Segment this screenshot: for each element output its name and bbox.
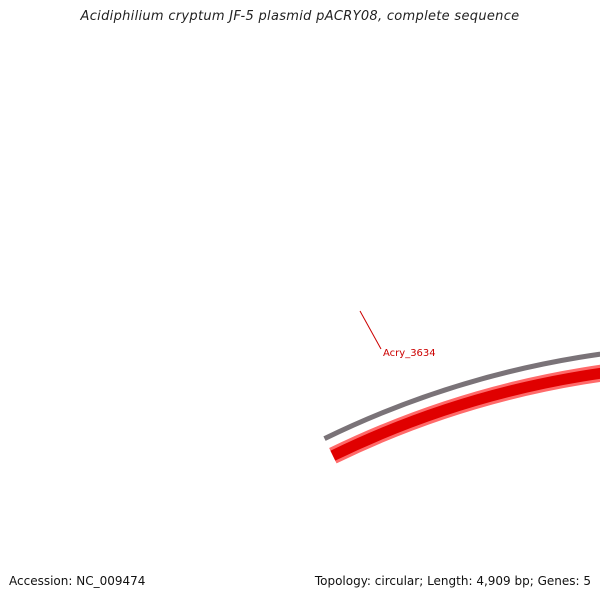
summary-text: Topology: circular; Length: 4,909 bp; Ge… — [314, 574, 591, 588]
map-title: Acidiphilium cryptum JF-5 plasmid pACRY0… — [80, 9, 520, 24]
accession-text: Accession: NC_009474 — [9, 574, 146, 588]
plasmid-backbone — [323, 351, 600, 441]
gene-acry-3634[interactable] — [330, 364, 600, 597]
gene-label-acry-3634: Acry_3634 — [383, 348, 436, 359]
gene-label-leader — [359, 310, 382, 350]
